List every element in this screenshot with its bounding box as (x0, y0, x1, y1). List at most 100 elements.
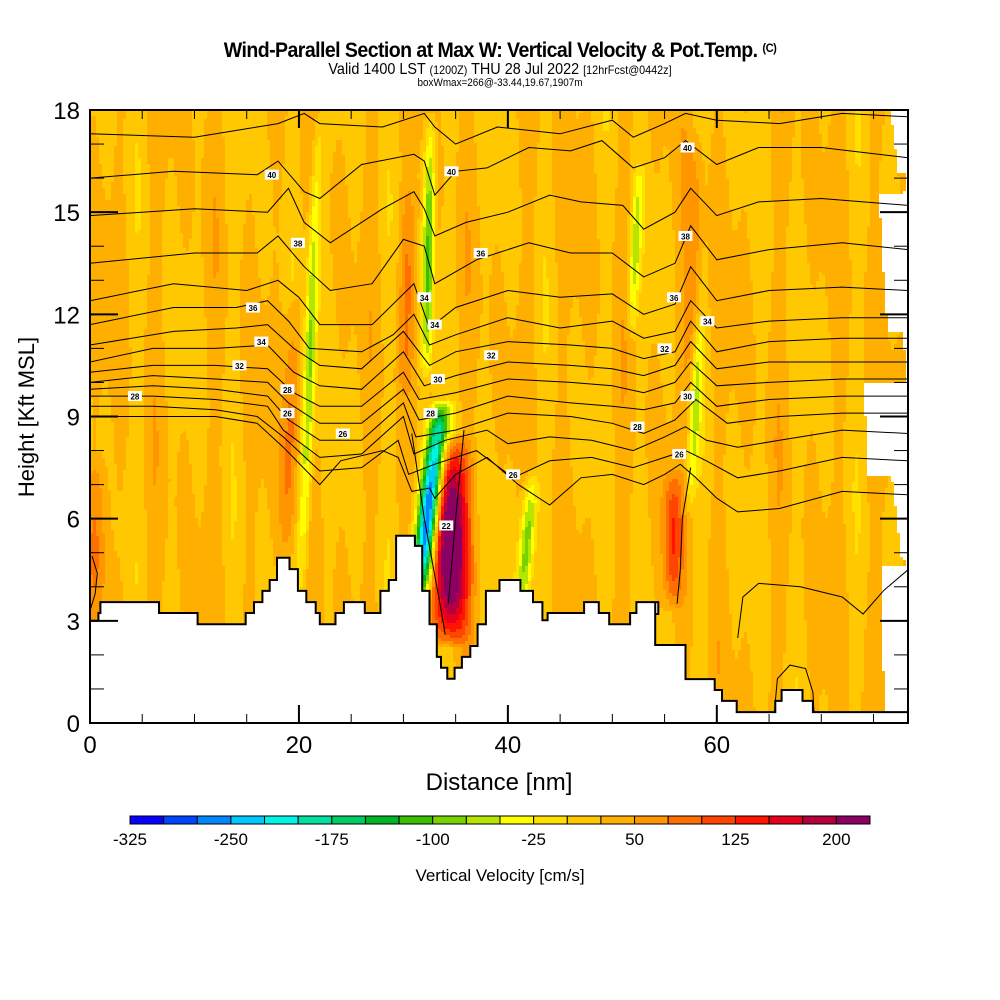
velocity-cell (315, 146, 321, 149)
velocity-cell (807, 257, 849, 260)
velocity-cell (90, 203, 126, 206)
velocity-cell (138, 149, 147, 152)
velocity-cell (279, 299, 294, 302)
velocity-cell (126, 215, 135, 218)
velocity-cell (150, 191, 165, 194)
velocity-cell (408, 254, 414, 257)
velocity-cell (684, 326, 693, 329)
velocity-cell (309, 296, 315, 299)
velocity-cell (792, 161, 801, 164)
velocity-cell (321, 179, 330, 182)
velocity-cell (321, 110, 366, 113)
velocity-cell (201, 215, 213, 218)
velocity-cell (312, 200, 315, 203)
velocity-cell (174, 158, 195, 161)
velocity-cell (423, 176, 426, 179)
velocity-cell (333, 275, 381, 278)
velocity-cell (300, 161, 312, 164)
velocity-cell (162, 335, 207, 338)
velocity-cell (504, 281, 519, 284)
velocity-cell (594, 128, 603, 131)
velocity-cell (318, 350, 342, 353)
velocity-cell (897, 341, 903, 344)
velocity-cell (228, 302, 240, 305)
velocity-cell (399, 140, 420, 143)
velocity-cell (789, 191, 804, 194)
velocity-cell (630, 224, 633, 227)
velocity-cell (480, 266, 492, 269)
velocity-cell (141, 185, 150, 188)
velocity-cell (480, 206, 522, 209)
velocity-cell (396, 359, 399, 362)
velocity-cell (621, 338, 624, 341)
velocity-cell (630, 287, 639, 290)
velocity-cell (819, 122, 831, 125)
velocity-cell (435, 260, 456, 263)
velocity-cell (711, 335, 756, 338)
velocity-cell (792, 143, 801, 146)
velocity-cell (633, 221, 636, 224)
velocity-cell (303, 350, 306, 353)
velocity-cell (870, 191, 879, 194)
box-info: boxWmax=266@-33.44,19.67,1907m (417, 77, 583, 89)
velocity-cell (420, 188, 423, 191)
velocity-cell (849, 242, 867, 245)
velocity-cell (333, 281, 381, 284)
velocity-cell (285, 134, 300, 137)
velocity-cell (123, 158, 135, 161)
velocity-cell (192, 110, 207, 113)
velocity-cell (831, 362, 849, 365)
velocity-cell (402, 278, 405, 281)
velocity-cell (396, 365, 399, 368)
velocity-cell (846, 152, 855, 155)
velocity-cell (864, 311, 885, 314)
velocity-cell (315, 305, 318, 308)
velocity-cell (177, 182, 195, 185)
velocity-cell (492, 257, 501, 260)
velocity-cell (162, 230, 180, 233)
velocity-cell (420, 356, 423, 359)
velocity-cell (426, 260, 429, 263)
velocity-cell (306, 317, 309, 320)
velocity-cell (330, 203, 348, 206)
velocity-cell (141, 176, 150, 179)
velocity-cell (432, 221, 435, 224)
velocity-cell (414, 206, 420, 209)
velocity-cell (675, 317, 684, 320)
velocity-cell (867, 254, 882, 257)
velocity-cell (816, 284, 825, 287)
velocity-cell (411, 365, 417, 368)
velocity-cell (357, 356, 369, 359)
velocity-cell (636, 182, 642, 185)
velocity-cell (285, 137, 300, 140)
velocity-cell (228, 245, 243, 248)
velocity-cell (534, 299, 543, 302)
velocity-cell (699, 248, 702, 251)
velocity-cell (162, 305, 204, 308)
velocity-cell (285, 155, 300, 158)
velocity-cell (849, 224, 870, 227)
velocity-cell (879, 182, 900, 185)
velocity-cell (642, 203, 645, 206)
velocity-cell (714, 110, 723, 113)
velocity-cell (300, 323, 303, 326)
velocity-cell (165, 368, 207, 371)
velocity-cell (330, 212, 348, 215)
velocity-cell (444, 182, 456, 185)
velocity-cell (399, 350, 405, 353)
velocity-cell (738, 227, 747, 230)
velocity-cell (510, 326, 516, 329)
velocity-cell (477, 173, 519, 176)
velocity-cell (321, 143, 336, 146)
velocity-cell (423, 278, 426, 281)
velocity-cell (600, 263, 612, 266)
velocity-cell (501, 260, 522, 263)
velocity-cell (801, 152, 846, 155)
velocity-cell (786, 332, 831, 335)
velocity-cell (699, 203, 729, 206)
velocity-cell (303, 356, 306, 359)
velocity-cell (819, 278, 825, 281)
velocity-cell (315, 278, 318, 281)
velocity-cell (552, 170, 594, 173)
velocity-cell (402, 161, 420, 164)
